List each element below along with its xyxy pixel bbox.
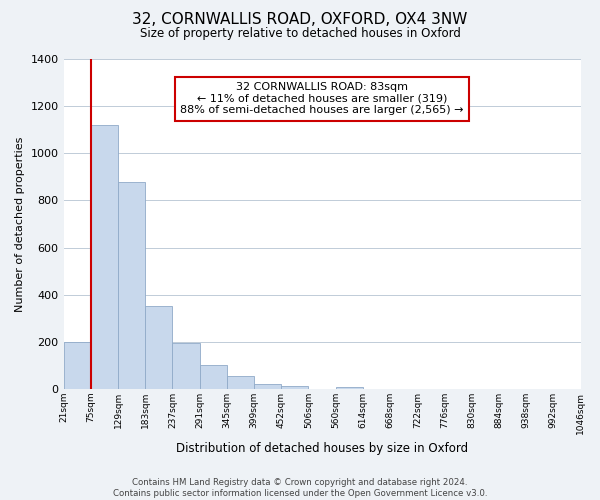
Bar [281, 386, 308, 389]
Text: 32, CORNWALLIS ROAD, OXFORD, OX4 3NW: 32, CORNWALLIS ROAD, OXFORD, OX4 3NW [133, 12, 467, 28]
Bar [172, 343, 200, 389]
Y-axis label: Number of detached properties: Number of detached properties [15, 136, 25, 312]
Text: Contains HM Land Registry data © Crown copyright and database right 2024.
Contai: Contains HM Land Registry data © Crown c… [113, 478, 487, 498]
Bar [91, 125, 118, 389]
Bar [64, 342, 91, 389]
Bar [145, 306, 172, 389]
Bar [200, 366, 227, 389]
X-axis label: Distribution of detached houses by size in Oxford: Distribution of detached houses by size … [176, 442, 468, 455]
Text: Size of property relative to detached houses in Oxford: Size of property relative to detached ho… [140, 28, 460, 40]
Bar [254, 384, 281, 389]
Bar [335, 386, 363, 389]
Bar [118, 182, 145, 389]
Text: 32 CORNWALLIS ROAD: 83sqm
← 11% of detached houses are smaller (319)
88% of semi: 32 CORNWALLIS ROAD: 83sqm ← 11% of detac… [180, 82, 464, 116]
Bar [227, 376, 254, 389]
